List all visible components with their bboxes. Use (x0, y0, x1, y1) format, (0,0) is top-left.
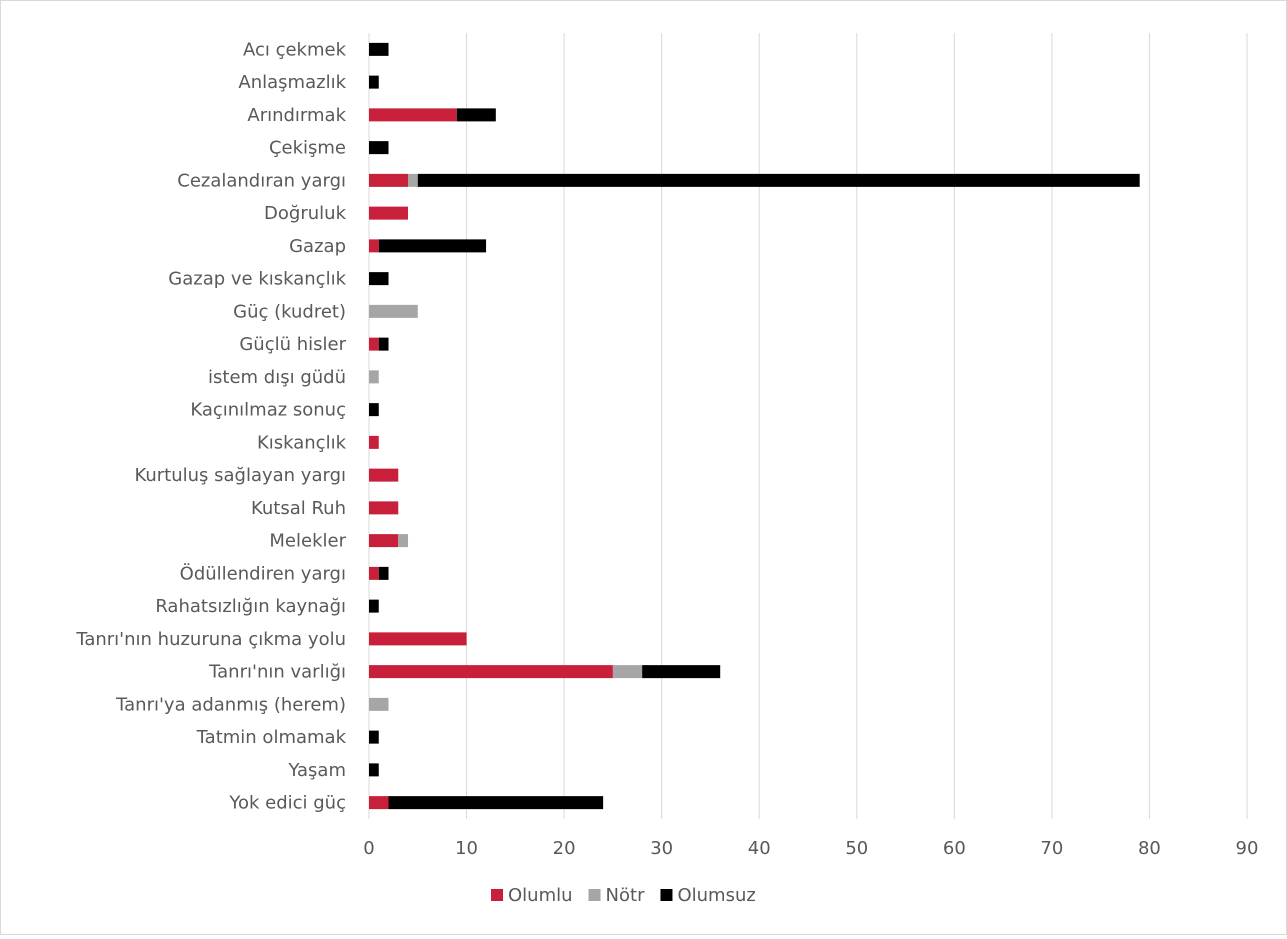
x-tick-label: 40 (748, 838, 771, 859)
bar-olumsuz (417, 173, 1140, 187)
category-label: Kutsal Ruh (251, 498, 346, 519)
category-label: Cezalandıran yargı (177, 170, 346, 191)
bar-olumlu (369, 501, 399, 515)
x-tick-label: 50 (845, 838, 868, 859)
x-tick-labels: 0 10 20 30 40 50 60 70 80 90 (363, 838, 1258, 859)
bar-n-tr (369, 697, 389, 711)
bar-olumlu (369, 796, 389, 810)
bar-olumlu (369, 435, 379, 449)
category-label: istem dışı güdü (208, 367, 346, 388)
bar-n-tr (369, 370, 379, 384)
bar-olumsuz (642, 665, 721, 679)
legend-label: Nötr (606, 885, 646, 906)
bar-n-tr (612, 665, 643, 679)
category-label: Kaçınılmaz sonuç (190, 400, 346, 421)
bar-olumlu (369, 337, 379, 351)
bar-olumlu (369, 566, 379, 580)
legend-swatch (660, 889, 673, 901)
bar-olumsuz (378, 239, 487, 253)
x-tick-label: 80 (1138, 838, 1161, 859)
bar-olumsuz (369, 730, 379, 744)
bar-olumlu (369, 206, 409, 220)
category-label: Yaşam (288, 760, 347, 781)
category-label: Tanrı'ya adanmış (herem) (115, 694, 346, 715)
bar-olumsuz (369, 141, 389, 155)
x-tick-label: 10 (455, 838, 478, 859)
category-label: Doğruluk (264, 203, 347, 224)
bar-olumlu (369, 632, 467, 646)
category-label: Çekişme (269, 138, 346, 159)
legend-label: Olumlu (508, 885, 573, 906)
legend-swatch (491, 889, 503, 901)
bar-olumlu (369, 108, 457, 122)
gridlines (368, 33, 1248, 819)
x-tick-label: 0 (363, 838, 374, 859)
bar-olumsuz (378, 337, 389, 351)
category-label: Kıskançlık (257, 432, 347, 453)
bar-olumlu (369, 534, 399, 548)
legend: Olumlu Nötr Olumsuz (491, 885, 756, 906)
category-label: Melekler (269, 531, 346, 552)
category-label: Tatmin olmamak (196, 727, 347, 748)
bar-n-tr (369, 304, 418, 318)
category-labels: Acı çekmek Anlaşmazlık Arındırmak Çekişme Ce… (75, 39, 346, 813)
category-label: Acı çekmek (243, 39, 347, 60)
bars (369, 42, 1140, 810)
bar-n-tr (408, 173, 418, 187)
category-label: Tanrı'nın huzuruna çıkma yolu (75, 629, 346, 650)
bar-olumsuz (369, 272, 389, 286)
bar-olumsuz (456, 108, 496, 122)
category-label: Yok edici güç (228, 793, 346, 814)
category-label: Kurtuluş sağlayan yargı (134, 465, 346, 486)
bar-olumlu (369, 173, 409, 187)
category-label: Rahatsızlığın kaynağı (155, 596, 346, 617)
bar-olumsuz (369, 42, 389, 56)
x-tick-label: 20 (553, 838, 576, 859)
bar-olumsuz (388, 796, 604, 810)
category-label: Gazap (289, 236, 346, 257)
bar-olumlu (369, 665, 613, 679)
bar-olumsuz (369, 403, 379, 417)
bar-olumsuz (369, 75, 379, 89)
category-label: Anlaşmazlık (238, 72, 346, 93)
category-label: Arındırmak (247, 105, 346, 126)
legend-swatch (588, 889, 601, 901)
bar-olumlu (369, 239, 379, 253)
category-label: Güçlü hisler (239, 334, 346, 355)
x-tick-label: 90 (1236, 838, 1259, 859)
category-label: Ödüllendiren yargı (180, 562, 346, 584)
bar-olumsuz (369, 763, 379, 777)
category-label: Gazap ve kıskançlık (168, 269, 346, 290)
bar-olumlu (369, 468, 399, 482)
legend-label: Olumsuz (677, 885, 755, 906)
x-tick-label: 60 (943, 838, 966, 859)
category-label: Güç (kudret) (233, 301, 346, 322)
bar-n-tr (398, 534, 409, 548)
category-label: Tanrı'nın varlığı (208, 662, 346, 683)
x-tick-label: 30 (650, 838, 673, 859)
x-tick-label: 70 (1040, 838, 1063, 859)
bar-olumsuz (378, 566, 389, 580)
bar-olumsuz (369, 599, 379, 613)
